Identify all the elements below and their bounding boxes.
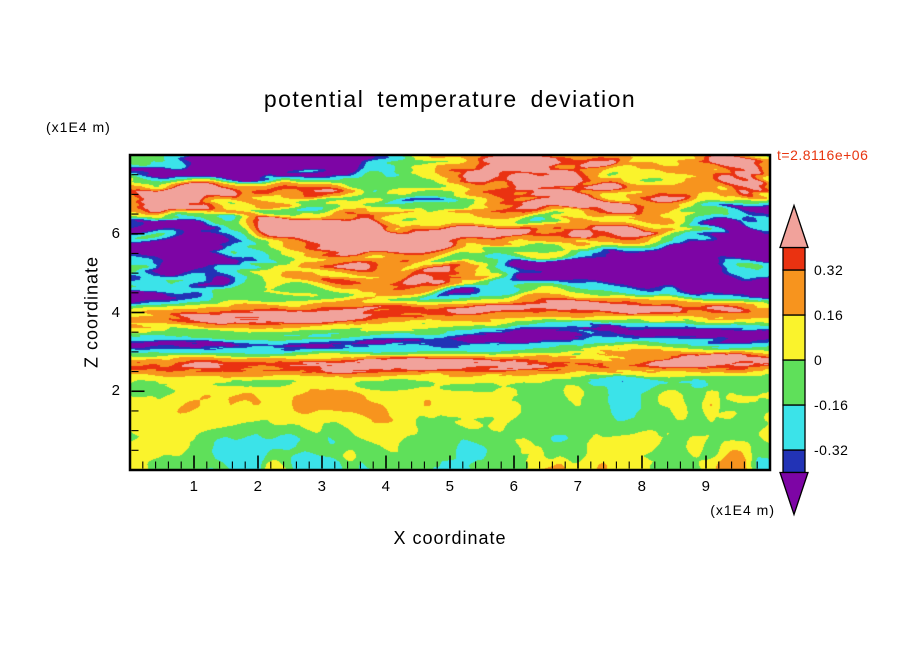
colorbar-tick-label--0.32: -0.32 [814, 442, 849, 458]
colorbar-segment-red [782, 246, 806, 271]
contour-field-canvas [130, 155, 770, 470]
y-tick-label-4: 4 [111, 303, 120, 321]
x-tick-label-5: 5 [445, 478, 455, 495]
y-axis-unit: (x1E4 m) [46, 119, 111, 135]
x-tick-label-1: 1 [189, 478, 199, 495]
colorbar-arrow-low-purple [779, 471, 809, 517]
x-tick-label-4: 4 [381, 478, 391, 495]
colorbar-tick-label-0: 0 [814, 352, 823, 368]
colorbar-segment-green [782, 359, 806, 406]
colorbar-tick-label-0.16: 0.16 [814, 307, 844, 323]
time-label: t=2.8116e+06 [777, 147, 869, 163]
colorbar-segment-cyan [782, 404, 806, 451]
colorbar-segment-yellow [782, 314, 806, 361]
colorbar-tick-label--0.16: -0.16 [814, 397, 849, 413]
chart-title: potential temperature deviation [263, 86, 637, 112]
x-tick-label-3: 3 [317, 478, 327, 495]
y-tick-label-2: 2 [111, 382, 120, 400]
x-tick-label-8: 8 [637, 478, 647, 495]
x-tick-label-2: 2 [253, 478, 263, 495]
y-tick-label-6: 6 [111, 224, 120, 242]
x-tick-label-9: 9 [701, 478, 711, 495]
x-axis-label: X coordinate [393, 528, 507, 548]
colorbar-arrow-high-pink [779, 203, 809, 249]
colorbar-tick-label-0.32: 0.32 [814, 262, 844, 278]
x-tick-label-6: 6 [509, 478, 519, 495]
colorbar-segment-orange [782, 269, 806, 316]
x-tick-label-7: 7 [573, 478, 583, 495]
colorbar-segment-dark-blue [782, 449, 806, 474]
x-axis-unit: (x1E4 m) [710, 502, 775, 518]
